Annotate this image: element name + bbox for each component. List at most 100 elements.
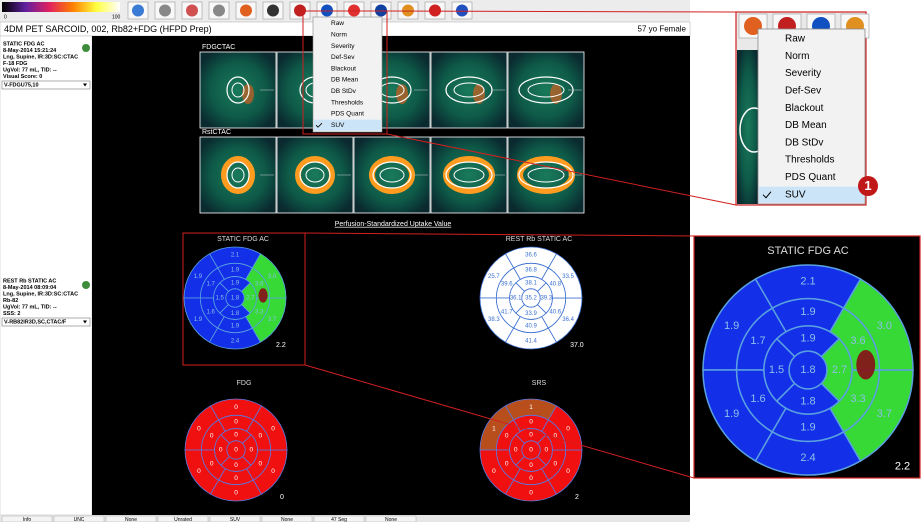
connector bbox=[304, 364, 695, 479]
segment-value: 1.9 bbox=[800, 306, 815, 318]
segment-value: 1.7 bbox=[750, 335, 765, 347]
toolbar-icon bbox=[186, 4, 198, 17]
segment-value: 1.6 bbox=[750, 393, 765, 405]
dataset-info: SSS: 2 bbox=[3, 311, 20, 317]
menu-item[interactable]: Raw bbox=[785, 34, 806, 45]
segment-value: 1.9 bbox=[800, 332, 815, 344]
map-title: SRS bbox=[532, 380, 547, 387]
segment-value: 1.8 bbox=[231, 296, 240, 302]
segment-value: 1 bbox=[529, 404, 533, 411]
segment-value: 0 bbox=[271, 425, 275, 432]
menu-item[interactable]: Severity bbox=[785, 68, 821, 79]
segment-value: 33.9 bbox=[525, 311, 537, 317]
checkmark bbox=[762, 191, 772, 199]
study-title: 4DM PET SARCOID, 002, Rb82+FDG (HFPD Pre… bbox=[4, 24, 212, 34]
segment-value: 0 bbox=[529, 490, 533, 497]
menu-item-selected bbox=[759, 186, 864, 203]
status-item: Info bbox=[23, 517, 32, 522]
menu-item[interactable]: Thresholds bbox=[331, 99, 364, 106]
segment-value: 0 bbox=[505, 433, 509, 440]
menu-item[interactable]: PDS Quant bbox=[785, 172, 836, 183]
segment-value: 36.8 bbox=[525, 268, 537, 274]
menu-item[interactable]: Norm bbox=[785, 51, 809, 62]
menu-item[interactable]: Thresholds bbox=[785, 155, 834, 166]
colorbar bbox=[2, 2, 120, 12]
segment-value: 38.1 bbox=[525, 280, 537, 286]
dataset-dropdown[interactable] bbox=[1, 80, 91, 90]
dropdown-value: V-FDGU75,10 bbox=[4, 82, 39, 88]
uptake-ring bbox=[369, 156, 415, 194]
dataset-info: 8-May-2014 08:09:04 bbox=[3, 285, 57, 291]
uptake-ring bbox=[295, 156, 335, 194]
segment-value: 0 bbox=[210, 433, 214, 440]
image-row-label: RstCTAC bbox=[202, 129, 231, 136]
menu-item[interactable]: Norm bbox=[331, 32, 347, 39]
menu-item[interactable]: Def-Sev bbox=[331, 54, 355, 61]
contour bbox=[527, 82, 565, 98]
connector bbox=[304, 232, 695, 237]
map-title: FDG bbox=[237, 380, 252, 387]
status-item: 47 Seg bbox=[331, 517, 347, 522]
map-corner-value: 37.0 bbox=[570, 342, 584, 349]
callout-marker bbox=[858, 176, 878, 196]
dataset-icon[interactable] bbox=[82, 44, 90, 52]
dataset-info: Lng, Supine, IR:3D:SC:CTAC bbox=[3, 291, 78, 297]
zoom-image bbox=[737, 50, 759, 204]
dataset-dropdown[interactable] bbox=[1, 317, 91, 327]
menu-item[interactable]: Def-Sev bbox=[785, 86, 821, 97]
segment-value: 0 bbox=[234, 431, 238, 438]
menu-item[interactable]: SUV bbox=[331, 122, 345, 129]
map-corner-value: 2.2 bbox=[276, 342, 286, 349]
segment-value: 0 bbox=[529, 419, 533, 426]
dataset-icon[interactable] bbox=[82, 281, 90, 289]
segment-value: 0 bbox=[529, 475, 533, 482]
segment-value: 0 bbox=[529, 462, 533, 469]
toolbar-icon bbox=[240, 4, 252, 17]
toolbar-icon bbox=[159, 4, 171, 17]
segment-value: 0 bbox=[529, 431, 533, 438]
dataset-info: REST Rb STATIC AC bbox=[3, 278, 56, 284]
segment-value: 0 bbox=[210, 461, 214, 468]
segment-value: 2.7 bbox=[832, 364, 847, 376]
segment-value: 1.7 bbox=[207, 282, 216, 288]
status-cell bbox=[53, 515, 105, 522]
toolbar-icon bbox=[429, 4, 441, 17]
segment-value: 3.3 bbox=[850, 393, 865, 405]
menu-item[interactable]: DB Mean bbox=[785, 120, 827, 131]
menu-item[interactable]: Blackout bbox=[331, 65, 356, 72]
segment-value: 40.6 bbox=[549, 310, 561, 316]
segment-value: 2.1 bbox=[231, 253, 240, 259]
menu-item[interactable]: Raw bbox=[331, 20, 344, 27]
segment-value: 41.4 bbox=[525, 338, 537, 344]
colorbar-label: 100 bbox=[112, 14, 121, 20]
segment-value: 1.9 bbox=[194, 317, 203, 323]
segment-value: 2.7 bbox=[246, 296, 255, 302]
polar-segment bbox=[521, 288, 541, 308]
menu-item[interactable]: PDS Quant bbox=[331, 111, 364, 118]
segment-value: 36.6 bbox=[525, 253, 537, 259]
segment-value: 0 bbox=[553, 433, 557, 440]
segment-value: 1.9 bbox=[194, 274, 203, 280]
segment-value: 3.6 bbox=[850, 335, 865, 347]
status-item: None bbox=[281, 517, 293, 522]
dataset-info: Rb-82 bbox=[3, 298, 18, 304]
segment-value: 36.4 bbox=[562, 317, 574, 323]
menu-item[interactable]: SUV bbox=[785, 189, 806, 200]
uptake-spot bbox=[473, 84, 485, 104]
status-item: Unrated bbox=[174, 517, 192, 522]
segment-value: 0 bbox=[258, 433, 262, 440]
menu-item[interactable]: DB StDv bbox=[331, 88, 357, 95]
contour bbox=[226, 76, 250, 104]
menu-item[interactable]: DB Mean bbox=[331, 77, 358, 84]
segment-value: 1.8 bbox=[231, 311, 240, 317]
segment-value: 40.8 bbox=[549, 282, 561, 288]
segment-value: 1 bbox=[492, 425, 496, 432]
segment-value: 0 bbox=[492, 468, 496, 475]
menu-item[interactable]: Severity bbox=[331, 43, 355, 50]
menu-item[interactable]: DB StDv bbox=[785, 137, 823, 148]
segment-value: 1.5 bbox=[769, 364, 784, 376]
menu-item[interactable]: Blackout bbox=[785, 103, 824, 114]
dataset-info: Visual Score: 0 bbox=[3, 74, 42, 80]
callout-marker-label: 1 bbox=[864, 178, 871, 193]
segment-value: 3.6 bbox=[255, 282, 264, 288]
